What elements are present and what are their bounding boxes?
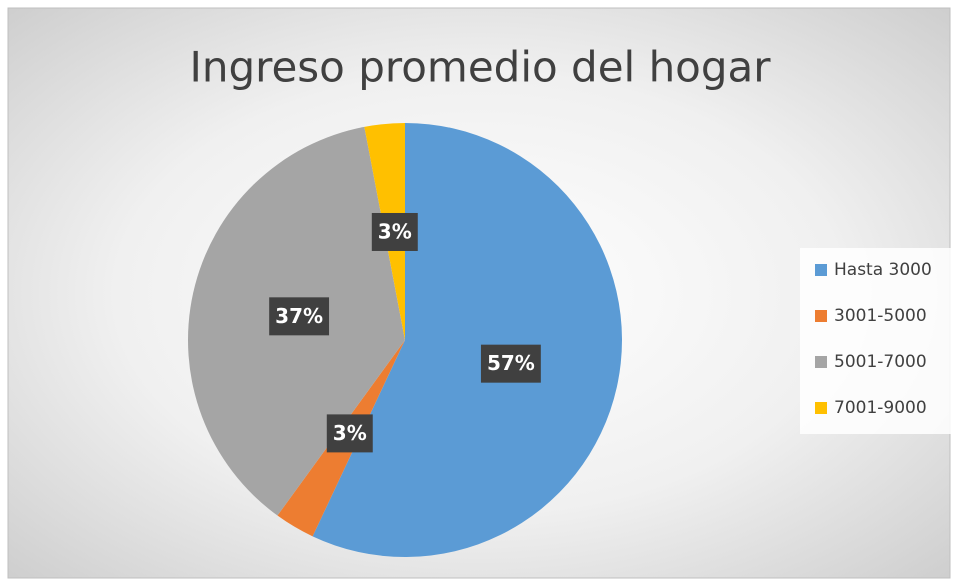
data-label: 3% bbox=[378, 219, 412, 243]
data-label-box bbox=[480, 344, 541, 383]
data-label: 3% bbox=[333, 421, 367, 445]
legend-swatch bbox=[815, 264, 827, 276]
legend-swatch bbox=[815, 356, 827, 368]
data-label-box bbox=[326, 414, 373, 453]
data-label: 57% bbox=[487, 351, 535, 375]
legend-label: 3001-5000 bbox=[834, 306, 927, 326]
data-label: 37% bbox=[275, 304, 323, 328]
chart-title: Ingreso promedio del hogar bbox=[189, 43, 771, 92]
data-label-box bbox=[371, 212, 418, 251]
legend-label: Hasta 3000 bbox=[834, 260, 932, 280]
legend-swatch bbox=[815, 310, 827, 322]
data-label-box bbox=[269, 297, 330, 336]
pie-slice bbox=[312, 123, 622, 557]
legend-swatch bbox=[815, 402, 827, 414]
legend-label: 7001-9000 bbox=[834, 398, 927, 418]
legend-label: 5001-7000 bbox=[834, 352, 927, 372]
